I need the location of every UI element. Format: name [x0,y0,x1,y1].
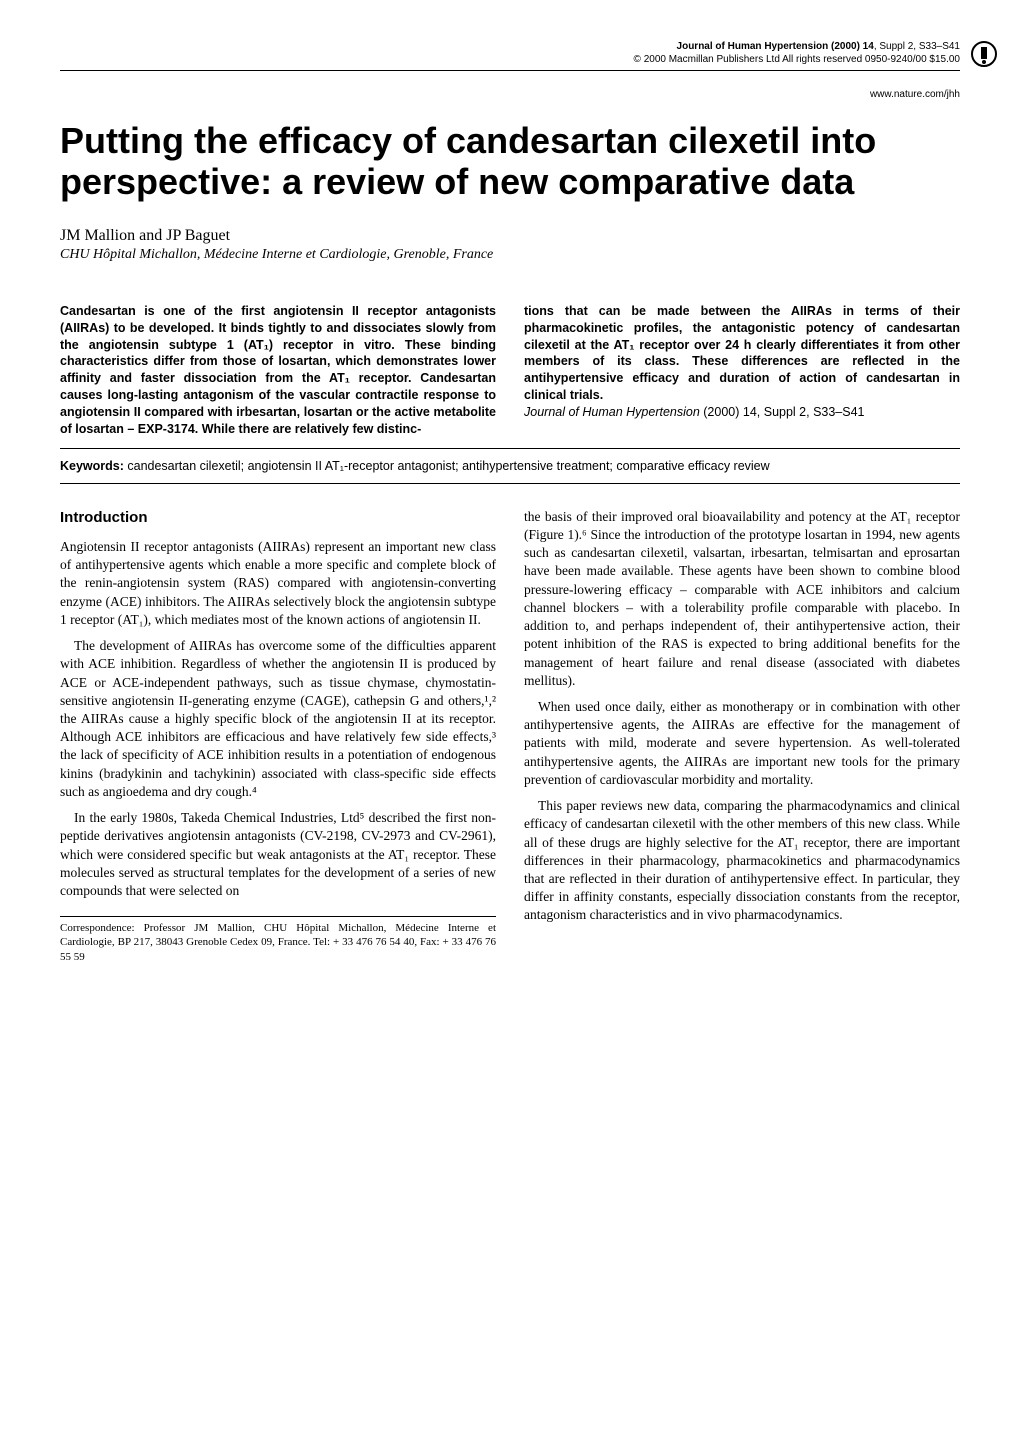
journal-issue: , Suppl 2, S33–S41 [874,41,960,52]
abstract-right-col: tions that can be made between the AIIRA… [524,303,960,438]
keywords-line: Keywords: candesartan cilexetil; angiote… [60,459,960,473]
npg-logo-icon [970,40,998,68]
abstract-citation-rest: (2000) 14, Suppl 2, S33–S41 [700,405,865,419]
authors: JM Mallion and JP Baguet [60,227,960,245]
affiliation: CHU Hôpital Michallon, Médecine Interne … [60,247,960,263]
page-header: Journal of Human Hypertension (2000) 14,… [60,40,960,100]
correspondence-footnote: Correspondence: Professor JM Mallion, CH… [60,916,496,964]
copyright-line: © 2000 Macmillan Publishers Ltd All righ… [634,54,960,65]
abstract-left-col: Candesartan is one of the first angioten… [60,303,496,438]
abstract-left-text: Candesartan is one of the first angioten… [60,304,496,436]
article-title: Putting the efficacy of candesartan cile… [60,120,960,203]
introduction-heading: Introduction [60,508,496,528]
body-left-p1: Angiotensin II receptor antagonists (AII… [60,538,496,629]
abstract-block: Candesartan is one of the first angioten… [60,303,960,438]
journal-title: Journal of Human Hypertension (2000) 14 [677,41,874,52]
body-right-p2: When used once daily, either as monother… [524,698,960,789]
abstract-right-text: tions that can be made between the AIIRA… [524,304,960,402]
abstract-citation-journal: Journal of Human Hypertension [524,405,700,419]
journal-info: Journal of Human Hypertension (2000) 14,… [60,40,960,66]
keywords-label: Keywords: [60,459,124,473]
body-right-p1: the basis of their improved oral bioavai… [524,508,960,690]
abstract-top-rule [60,448,960,449]
body-columns: Introduction Angiotensin II receptor ant… [60,508,960,964]
keywords-text: candesartan cilexetil; angiotensin II AT… [124,459,770,473]
abstract-bottom-rule [60,483,960,484]
body-right-col: the basis of their improved oral bioavai… [524,508,960,964]
body-left-p3: In the early 1980s, Takeda Chemical Indu… [60,809,496,900]
website-url: www.nature.com/jhh [60,89,960,100]
header-rule [60,70,960,71]
body-left-p2: The development of AIIRAs has overcome s… [60,637,496,801]
body-left-col: Introduction Angiotensin II receptor ant… [60,508,496,964]
body-right-p3: This paper reviews new data, comparing t… [524,797,960,925]
